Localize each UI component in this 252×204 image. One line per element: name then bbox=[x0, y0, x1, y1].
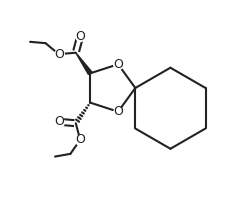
Text: O: O bbox=[113, 58, 123, 71]
Text: O: O bbox=[75, 30, 85, 43]
Polygon shape bbox=[76, 53, 92, 74]
Text: O: O bbox=[75, 133, 85, 146]
Text: O: O bbox=[54, 115, 64, 128]
Text: O: O bbox=[54, 48, 64, 61]
Text: O: O bbox=[113, 105, 123, 118]
